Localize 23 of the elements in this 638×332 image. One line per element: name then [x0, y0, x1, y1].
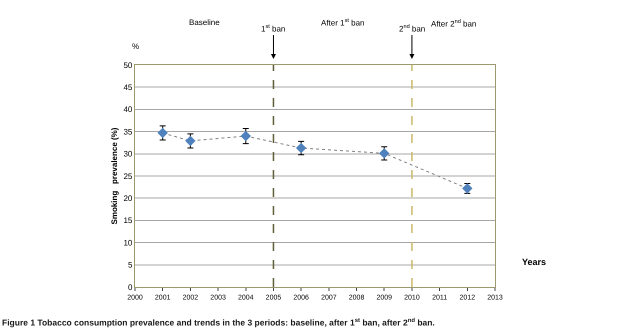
caption: Figure 1 Tobacco consumption prevalence and trends in the 3 periods: baseline, after 1$^{st}$ ban, after 2$^{nd}$ ban.: [2, 317, 435, 328]
y-tick-label: 10: [123, 238, 133, 248]
y-tick-label: 20: [123, 194, 133, 203]
y-tick-label: 35: [123, 127, 133, 136]
x-axis-title: Years: [522, 257, 546, 267]
point: [157, 128, 168, 138]
text: After 1$^{st}$ ban: [321, 18, 365, 28]
point: [240, 130, 251, 142]
y-tick-label: 0: [128, 282, 133, 292]
y-tick-label: 30: [123, 150, 133, 159]
y-tick-label: 25: [123, 172, 133, 181]
y-tick-label: 15: [123, 216, 133, 226]
text: After 2$^{nd}$ ban: [431, 18, 476, 28]
point: [185, 136, 196, 146]
y-axis-title: Smoking prevalence (%): [110, 127, 120, 224]
y-tick-label: 45: [123, 83, 133, 92]
text: %: [132, 42, 140, 51]
y-tick-label: 5: [128, 260, 133, 270]
y-tick-label: 40: [123, 105, 133, 114]
ref-line-label: 1$^{st}$ ban: [261, 24, 286, 34]
y-tick-label: 50: [123, 60, 133, 70]
text: Baseline: [189, 18, 220, 27]
ref-line-label: 2$^{nd}$ ban: [399, 23, 426, 34]
